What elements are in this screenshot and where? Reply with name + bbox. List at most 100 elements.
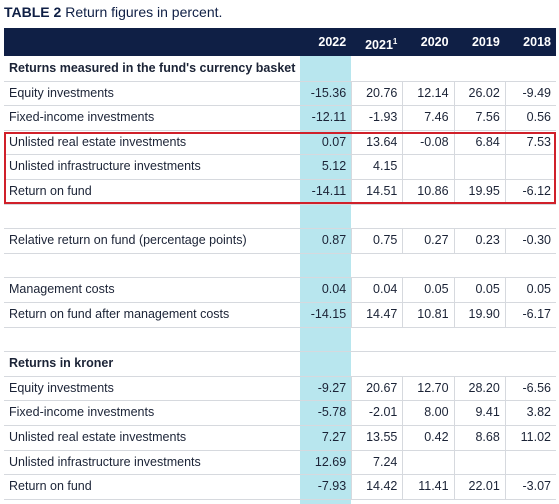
cell-value: 20.76 (366, 85, 398, 100)
column-divider (504, 179, 506, 204)
cell-value: -12.11 (311, 110, 347, 125)
row-divider (4, 474, 556, 476)
column-divider (351, 474, 353, 499)
cell-value: 0.04 (373, 282, 398, 297)
row-label: Return on fund (9, 184, 92, 198)
cell-value: 28.20 (468, 380, 500, 395)
column-header: 2022 (318, 35, 347, 49)
cell-value: 0.05 (526, 282, 551, 297)
column-divider (351, 400, 353, 425)
cell-value: 10.86 (417, 184, 449, 198)
cell-value: -9.27 (317, 380, 347, 395)
column-divider (402, 474, 404, 499)
column-header: 2019 (471, 35, 500, 49)
column-divider (402, 302, 404, 327)
row-label: Relative return on fund (percentage poin… (9, 233, 247, 248)
cell-value: 7.56 (475, 110, 500, 125)
cell-value: -3.07 (522, 479, 551, 494)
column-divider (402, 400, 404, 425)
column-divider (351, 228, 353, 253)
row-label: Equity investments (9, 380, 114, 395)
cell-value: 0.87 (321, 233, 347, 248)
cell-value: 19.95 (468, 184, 500, 198)
column-divider (351, 105, 353, 130)
cell-value: 20.67 (366, 380, 398, 395)
section-heading: Returns measured in the fund's currency … (9, 61, 296, 75)
row-divider (4, 400, 556, 402)
column-divider (402, 154, 404, 179)
column-divider (453, 80, 455, 106)
row-label: Fixed-income investments (9, 405, 155, 420)
cell-value: 0.07 (321, 134, 347, 149)
highlight-box (4, 131, 556, 204)
row-label: Return on fund (9, 479, 92, 494)
column-divider (351, 129, 353, 155)
column-divider (504, 129, 506, 155)
header-band (4, 28, 556, 56)
row-label: Fixed-income investments (9, 110, 155, 125)
row-label: Management costs (9, 282, 115, 297)
column-divider (351, 449, 353, 475)
cell-value: 26.02 (468, 85, 500, 100)
row-divider (4, 326, 556, 328)
cell-value: -7.93 (317, 479, 347, 494)
column-divider (453, 474, 455, 499)
cell-value: 14.51 (366, 184, 398, 198)
cell-value: 0.23 (475, 233, 500, 248)
cell-value: 3.82 (526, 405, 551, 420)
column-divider (453, 375, 455, 401)
column-divider (504, 80, 506, 106)
column-divider (351, 154, 353, 179)
cell-value: 5.12 (321, 159, 347, 174)
row-divider (4, 277, 556, 279)
cell-value: 6.84 (475, 134, 500, 149)
cell-value: 12.70 (417, 380, 449, 395)
column-divider (402, 277, 404, 302)
cell-value: 13.55 (366, 430, 398, 444)
column-divider (453, 105, 455, 130)
cell-value: 14.47 (366, 307, 398, 321)
cell-value: -14.15 (310, 307, 347, 321)
cell-value: 14.42 (366, 479, 398, 494)
column-divider (504, 105, 506, 130)
cell-value: 0.75 (373, 233, 398, 248)
column-divider (453, 228, 455, 253)
cell-value: 10.81 (417, 307, 449, 321)
cell-value: 7.46 (424, 110, 449, 125)
column-divider (402, 425, 404, 450)
row-label: Unlisted real estate investments (9, 134, 187, 149)
cell-value: 11.02 (520, 430, 551, 444)
cell-value: 0.42 (424, 430, 449, 444)
column-divider (504, 449, 506, 475)
column-divider (351, 80, 353, 106)
row-divider (4, 252, 556, 254)
cell-value: 11.41 (418, 479, 449, 494)
column-divider (351, 425, 353, 450)
cell-value: 0.27 (424, 233, 449, 248)
cell-value: -6.17 (522, 307, 551, 321)
cell-value: -1.93 (368, 110, 398, 125)
column-divider (402, 449, 404, 475)
column-divider (453, 449, 455, 475)
cell-value: 8.68 (475, 430, 500, 444)
column-divider (402, 179, 404, 204)
cell-value: -6.56 (522, 380, 551, 395)
row-divider (4, 228, 556, 230)
row-divider (4, 179, 556, 180)
column-divider (402, 375, 404, 401)
column-divider (453, 400, 455, 425)
column-divider (504, 228, 506, 253)
cell-value: -15.36 (310, 85, 347, 100)
row-label: Equity investments (9, 85, 114, 100)
column-header: 2018 (523, 35, 551, 49)
column-divider (453, 129, 455, 155)
cell-value: 0.04 (321, 282, 347, 297)
cell-value: 22.01 (468, 479, 500, 494)
cell-value: 4.15 (373, 159, 398, 174)
column-divider (504, 154, 506, 179)
cell-value: 12.69 (314, 454, 347, 469)
cell-value: 0.56 (526, 110, 551, 125)
column-divider (402, 129, 404, 155)
column-divider (453, 154, 455, 179)
